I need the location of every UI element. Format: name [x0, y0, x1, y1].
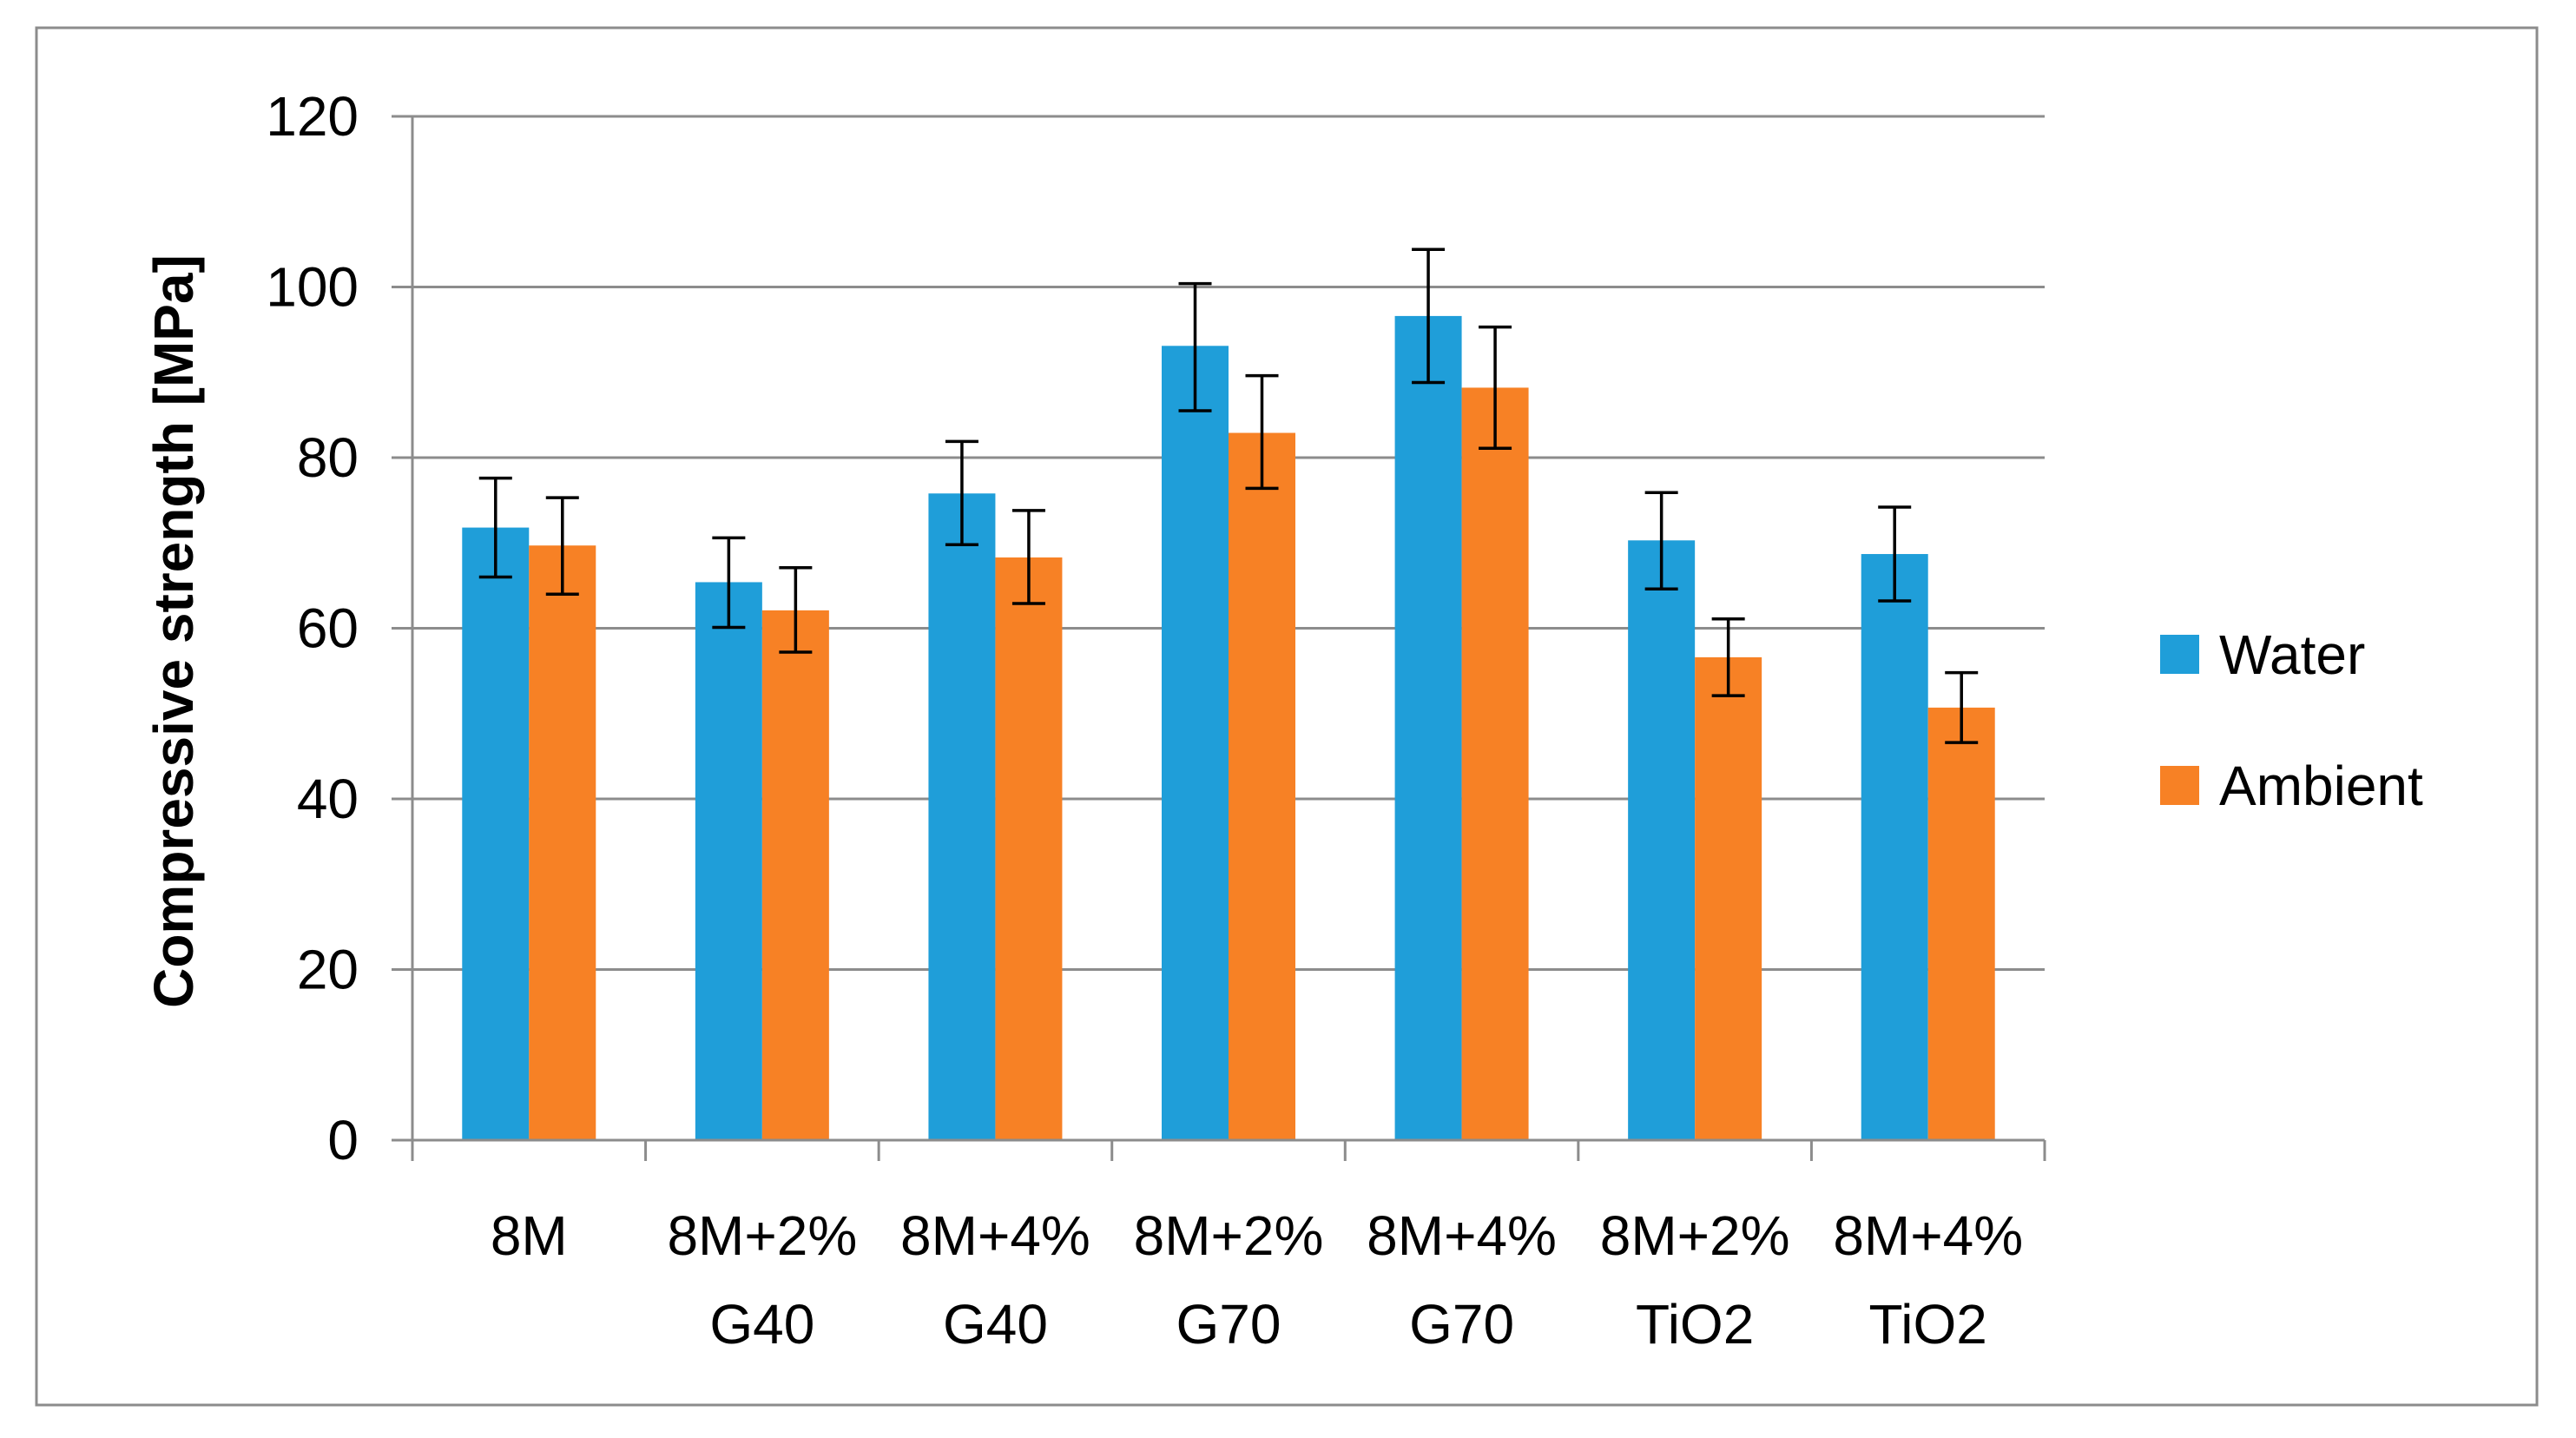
y-tick-label: 40 [297, 768, 359, 830]
legend: Water Ambient [2160, 623, 2423, 817]
y-tick-label: 0 [327, 1109, 359, 1171]
bar-water [928, 493, 996, 1140]
bar-ambient [1461, 387, 1529, 1140]
bar-water [1394, 315, 1462, 1140]
axes [392, 115, 2046, 1161]
bar-ambient [995, 557, 1063, 1140]
bar-water [695, 582, 762, 1140]
bar-ambient [529, 545, 596, 1140]
legend-label-water: Water [2219, 623, 2365, 686]
bar-ambient [761, 610, 829, 1140]
legend-label-ambient: Ambient [2219, 755, 2423, 817]
y-tick-label: 80 [297, 426, 359, 489]
bar-water [1162, 346, 1229, 1141]
bar-ambient [1927, 707, 1995, 1140]
y-tick-label: 120 [266, 85, 359, 148]
y-tick-label: 60 [297, 597, 359, 660]
x-tick-label: 8M+4% G70 [1367, 1204, 1557, 1356]
x-tick-label: 8M+4% G40 [900, 1204, 1090, 1356]
bar-ambient [1229, 432, 1295, 1140]
bar-ambient [1695, 656, 1762, 1140]
bar-water [1861, 554, 1928, 1140]
y-tick-label: 100 [266, 256, 359, 319]
axis-labels: 0 20 40 60 80 100 120 8M 8M+2% G40 8M+4% G40 8M+2% G7… [142, 85, 2023, 1356]
gridlines [412, 115, 2045, 971]
x-tick-label: 8M+2% G70 [1134, 1204, 1324, 1356]
x-tick-label: 8M [491, 1204, 568, 1267]
bars [462, 315, 1995, 1141]
bar-water [462, 527, 530, 1140]
legend-swatch-ambient [2160, 766, 2199, 805]
x-tick-label: 8M+4% TiO2 [1833, 1204, 2023, 1356]
bar-water [1628, 540, 1696, 1140]
legend-swatch-water [2160, 635, 2199, 674]
x-tick-label: 8M+2% G40 [667, 1204, 857, 1356]
error-bars [478, 247, 1979, 744]
y-tick-label: 20 [297, 939, 359, 1001]
y-axis-title: Compressive strength [MPa] [142, 254, 205, 1008]
x-tick-label: 8M+2% TiO2 [1600, 1204, 1790, 1356]
